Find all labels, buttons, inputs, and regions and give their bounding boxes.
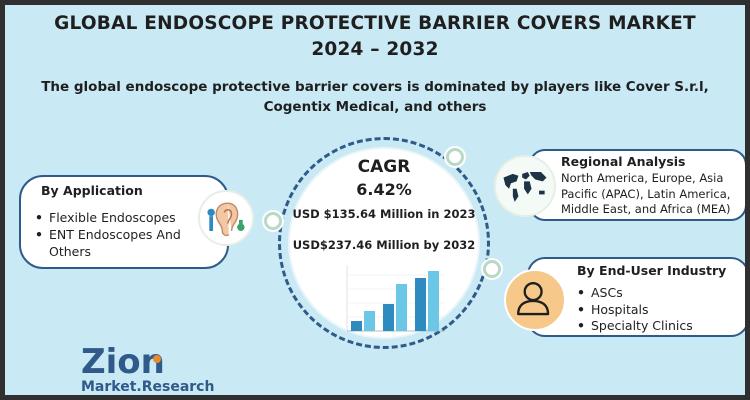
- zion-market-research-logo: Zion Market.Research: [81, 342, 214, 395]
- regional-line-2: Pacific (APAC), Latin America,: [561, 186, 731, 201]
- end-user-item-3: Specialty Clinics: [575, 318, 693, 335]
- chart-bar-6: [428, 271, 439, 331]
- end-user-item-1: ASCs: [575, 285, 693, 302]
- subtitle-line-2: Cogentix Medical, and others: [263, 99, 487, 115]
- subtitle-line-1: The global endoscope protective barrier …: [41, 79, 709, 95]
- world-map-svg: [503, 171, 547, 202]
- chart-bar-1: [351, 321, 362, 331]
- regional-text: North America, Europe, Asia Pacific (APA…: [561, 171, 731, 218]
- connector-dot-application: [264, 212, 282, 230]
- connector-dot-regional: [446, 148, 464, 166]
- end-user-title: By End-User Industry: [577, 263, 727, 278]
- application-title: By Application: [41, 183, 143, 198]
- chart-bar-4: [396, 284, 407, 331]
- regional-line-3: Middle East, and Africa (MEA): [561, 202, 731, 216]
- regional-card: Regional Analysis North America, Europe,…: [529, 149, 745, 221]
- cagr-label: CAGR: [357, 157, 411, 177]
- chart-bar-5: [415, 278, 426, 331]
- page-subtitle: The global endoscope protective barrier …: [15, 77, 735, 117]
- cagr-value: 6.42%: [356, 180, 412, 199]
- ear-examination-icon: [198, 190, 254, 246]
- application-list: Flexible Endoscopes ENT Endoscopes And O…: [33, 209, 181, 260]
- title-line-2: 2024 – 2032: [311, 39, 439, 60]
- logo-brand-text: Zion: [81, 342, 165, 382]
- regional-title: Regional Analysis: [561, 154, 686, 169]
- logo-sub-text: Market.Research: [81, 379, 214, 395]
- chart-bar-3: [383, 304, 394, 331]
- end-user-item-2: Hospitals: [575, 302, 693, 319]
- value-2023: USD $135.64 Million in 2023: [292, 207, 476, 221]
- logo-accent-dot: [153, 355, 161, 363]
- regional-line-1: North America, Europe, Asia: [561, 171, 724, 185]
- page-title: GLOBAL ENDOSCOPE PROTECTIVE BARRIER COVE…: [5, 11, 745, 63]
- application-item-1: Flexible Endoscopes: [33, 209, 181, 226]
- chart-bar-2: [364, 311, 375, 331]
- title-line-1: GLOBAL ENDOSCOPE PROTECTIVE BARRIER COVE…: [54, 13, 696, 34]
- connector-dot-end-user: [483, 260, 501, 278]
- value-2032: USD$237.46 Million by 2032: [292, 238, 476, 252]
- world-map-icon: [494, 155, 556, 217]
- end-user-card: By End-User Industry ASCs Hospitals Spec…: [527, 257, 745, 337]
- person-svg: [516, 281, 550, 316]
- end-user-list: ASCs Hospitals Specialty Clinics: [575, 285, 693, 335]
- person-icon: [504, 269, 566, 331]
- growth-bar-chart-icon: [346, 265, 445, 332]
- application-item-2: ENT Endoscopes And: [33, 226, 181, 243]
- application-item-3: Others: [49, 244, 92, 259]
- application-card: By Application Flexible Endoscopes ENT E…: [19, 175, 229, 269]
- ear-examination-svg: [207, 202, 245, 237]
